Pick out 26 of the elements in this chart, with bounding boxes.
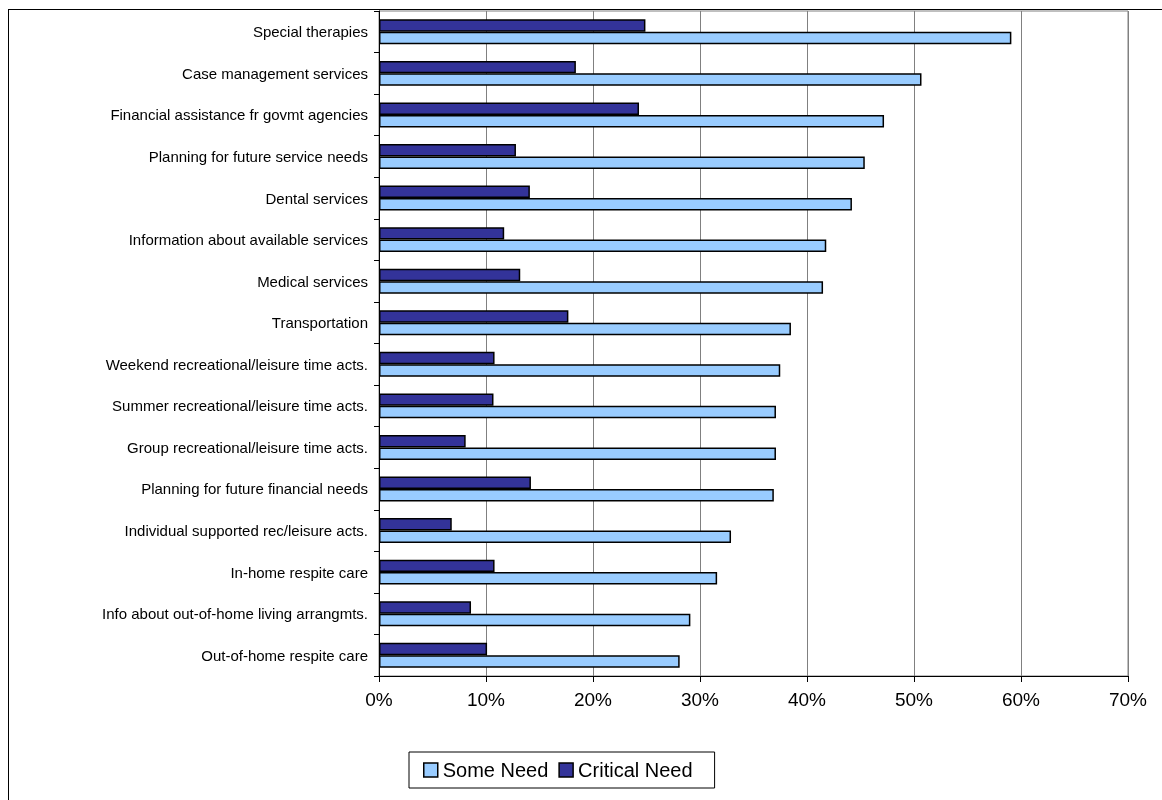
y-tick-label: Transportation	[271, 314, 368, 332]
x-tick-label: 50%	[894, 689, 934, 710]
y-tick-label: Case management services	[182, 64, 368, 82]
x-tick-label: 30%	[680, 689, 720, 710]
x-tick-label: 0%	[365, 689, 393, 710]
y-tick-label: Individual supported rec/leisure acts.	[124, 522, 368, 540]
y-tick-label: Medical services	[257, 272, 368, 290]
x-tick-label: 20%	[573, 689, 613, 710]
y-tick-label: Financial assistance fr govmt agencies	[110, 106, 368, 124]
y-tick-label: In-home respite care	[230, 563, 368, 581]
y-tick-label: Summer recreational/leisure time acts.	[112, 397, 368, 415]
x-tick-label: 70%	[1108, 689, 1148, 710]
y-tick-label: Dental services	[265, 189, 368, 207]
x-tick-label: 40%	[787, 689, 827, 710]
x-tick-label: 60%	[1001, 689, 1041, 710]
y-tick-label: Planning for future financial needs	[141, 480, 368, 498]
y-tick-label: Info about out-of-home living arrangmts.	[102, 605, 368, 623]
x-tick-label: 10%	[466, 689, 506, 710]
y-tick-label: Weekend recreational/leisure time acts.	[105, 355, 368, 373]
y-tick-label: Group recreational/leisure time acts.	[127, 438, 368, 456]
y-tick-label: Out-of-home respite care	[201, 646, 368, 664]
y-tick-label: Planning for future service needs	[148, 147, 368, 165]
y-tick-label: Information about available services	[128, 231, 368, 249]
y-tick-label: Special therapies	[252, 23, 368, 41]
legend-label: Some Need	[442, 759, 549, 781]
legend-label: Critical Need	[578, 759, 693, 781]
